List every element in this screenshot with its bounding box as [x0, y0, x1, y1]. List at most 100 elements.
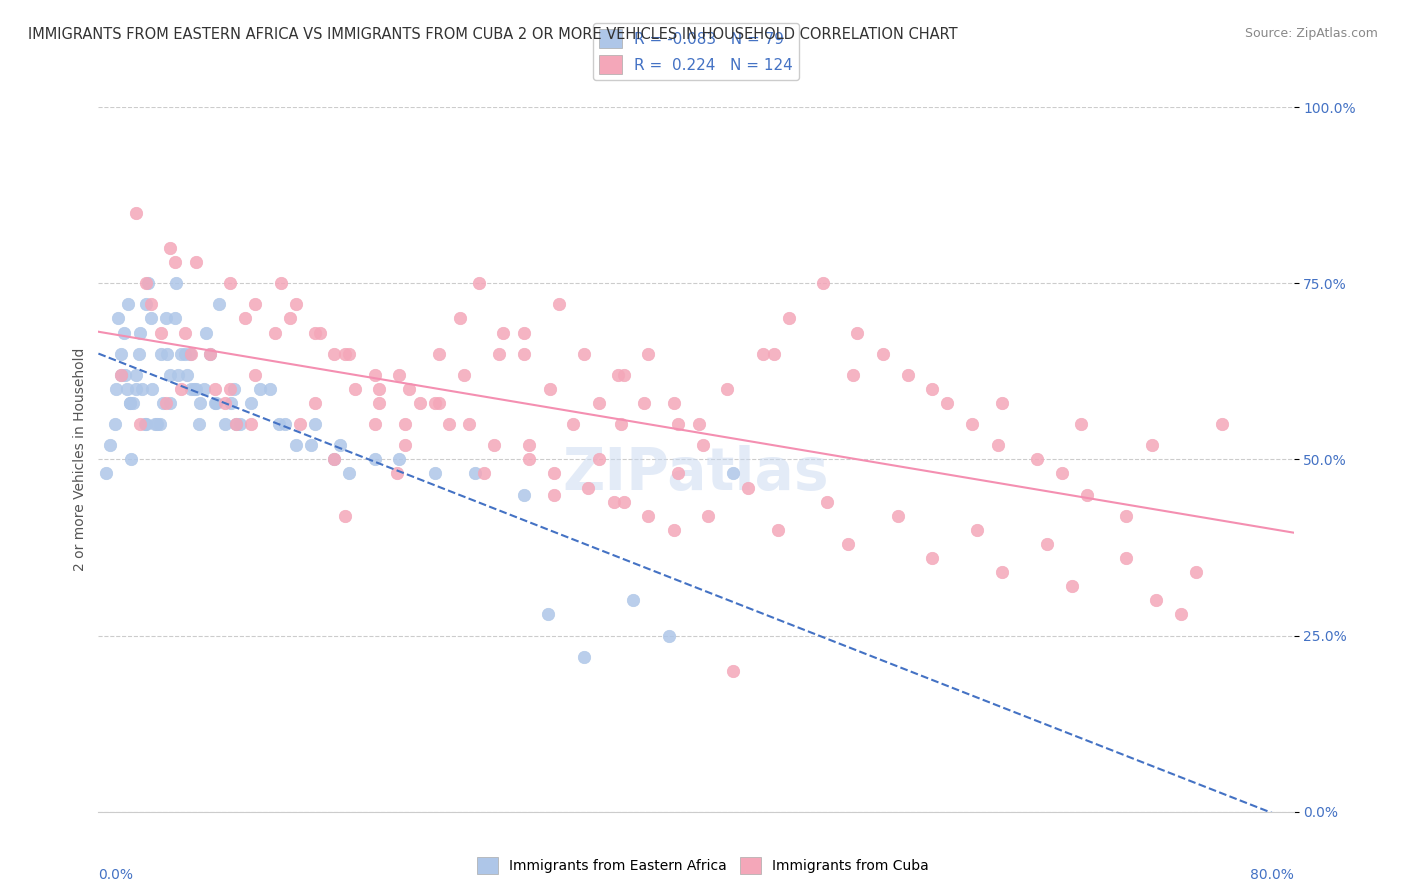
Point — [125, 382, 148, 396]
Point — [408, 396, 430, 410]
Point — [385, 467, 409, 481]
Point — [513, 487, 536, 501]
Point — [169, 382, 191, 396]
Point — [488, 346, 510, 360]
Point — [427, 346, 450, 360]
Point — [921, 551, 943, 566]
Point — [692, 438, 714, 452]
Point — [134, 417, 156, 431]
Point — [388, 368, 411, 382]
Point — [239, 396, 262, 410]
Text: ZIPatlas: ZIPatlas — [562, 445, 830, 502]
Point — [637, 346, 659, 360]
Point — [588, 452, 610, 467]
Point — [613, 494, 636, 508]
Point — [98, 438, 122, 452]
Point — [897, 368, 920, 382]
Point — [284, 297, 307, 311]
Point — [1076, 487, 1098, 501]
Point — [205, 396, 228, 410]
Point — [163, 255, 186, 269]
Point — [423, 396, 446, 410]
Point — [208, 297, 231, 311]
Point — [752, 346, 775, 360]
Point — [1144, 593, 1167, 607]
Point — [323, 452, 346, 467]
Point — [263, 326, 285, 340]
Point — [1211, 417, 1233, 431]
Point — [115, 382, 138, 396]
Point — [219, 276, 242, 290]
Point — [368, 382, 391, 396]
Legend: R = -0.083   N = 79, R =  0.224   N = 124: R = -0.083 N = 79, R = 0.224 N = 124 — [593, 23, 799, 80]
Point — [538, 382, 561, 396]
Point — [159, 396, 181, 410]
Point — [139, 311, 162, 326]
Point — [193, 382, 215, 396]
Point — [195, 326, 218, 340]
Point — [225, 417, 247, 431]
Point — [458, 417, 481, 431]
Point — [762, 346, 785, 360]
Point — [179, 346, 201, 360]
Point — [120, 452, 142, 467]
Point — [233, 311, 256, 326]
Point — [449, 311, 471, 326]
Point — [129, 326, 152, 340]
Point — [105, 382, 128, 396]
Point — [159, 241, 181, 255]
Point — [472, 467, 495, 481]
Point — [658, 628, 681, 642]
Point — [269, 417, 291, 431]
Point — [1185, 565, 1208, 579]
Point — [225, 417, 247, 431]
Point — [364, 452, 387, 467]
Point — [104, 417, 127, 431]
Point — [121, 396, 143, 410]
Point — [174, 346, 197, 360]
Point — [174, 326, 197, 340]
Point — [364, 417, 387, 431]
Point — [398, 382, 420, 396]
Point — [278, 311, 301, 326]
Point — [288, 417, 311, 431]
Point — [239, 417, 262, 431]
Point — [214, 417, 236, 431]
Point — [114, 368, 136, 382]
Point — [184, 255, 207, 269]
Point — [125, 368, 148, 382]
Point — [427, 396, 450, 410]
Point — [135, 417, 157, 431]
Point — [543, 467, 565, 481]
Legend: Immigrants from Eastern Africa, Immigrants from Cuba: Immigrants from Eastern Africa, Immigran… — [471, 851, 935, 880]
Point — [484, 438, 506, 452]
Text: 80.0%: 80.0% — [1250, 868, 1294, 882]
Point — [110, 368, 132, 382]
Point — [815, 494, 838, 508]
Point — [991, 396, 1014, 410]
Point — [468, 276, 491, 290]
Point — [666, 467, 689, 481]
Point — [716, 382, 738, 396]
Point — [513, 326, 536, 340]
Point — [662, 396, 685, 410]
Point — [1062, 579, 1084, 593]
Point — [633, 396, 655, 410]
Point — [1025, 452, 1047, 467]
Point — [125, 205, 148, 219]
Point — [188, 396, 211, 410]
Point — [304, 417, 326, 431]
Point — [688, 417, 710, 431]
Point — [221, 396, 243, 410]
Point — [1115, 508, 1137, 523]
Point — [131, 382, 153, 396]
Point — [846, 326, 869, 340]
Point — [156, 346, 179, 360]
Point — [304, 396, 326, 410]
Point — [1140, 438, 1163, 452]
Point — [921, 382, 943, 396]
Point — [886, 508, 908, 523]
Point — [987, 438, 1010, 452]
Point — [603, 494, 626, 508]
Point — [176, 368, 198, 382]
